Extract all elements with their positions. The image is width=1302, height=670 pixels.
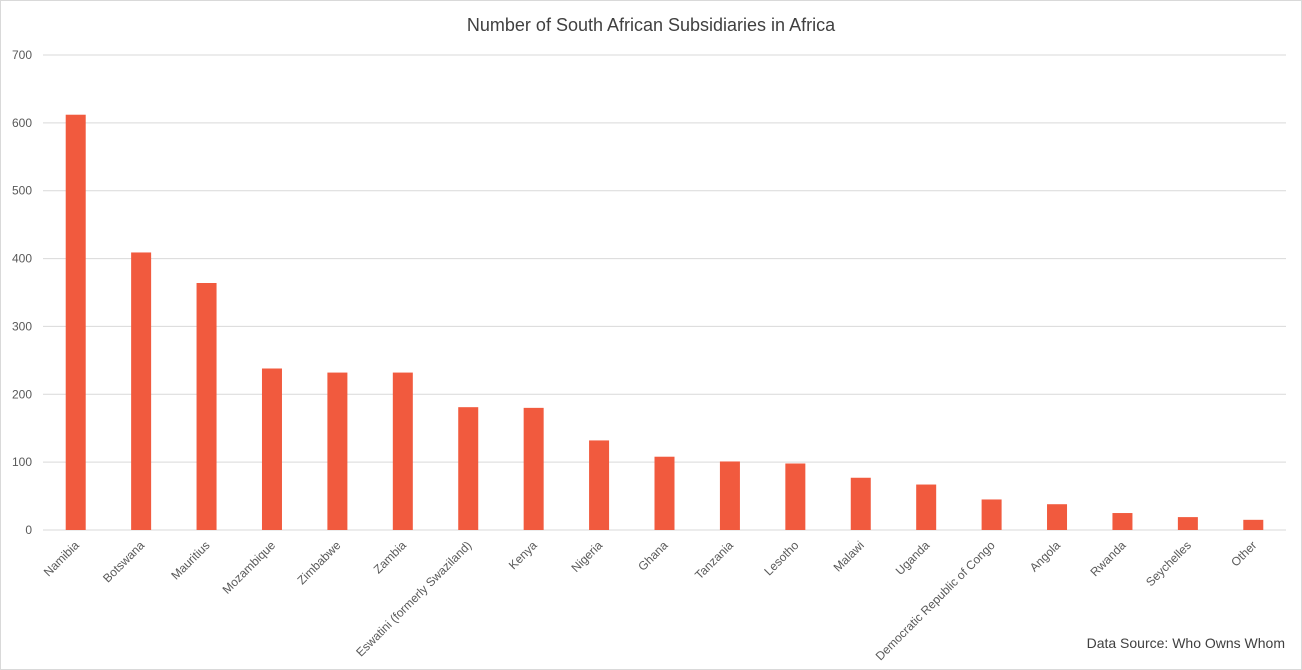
x-category-label: Rwanda [1088, 538, 1129, 579]
bar-namibia [65, 114, 86, 530]
bar-malawi [850, 477, 871, 530]
bar-tanzania [719, 461, 740, 530]
bar-ghana [654, 456, 675, 530]
data-source-note: Data Source: Who Owns Whom [1086, 635, 1285, 651]
x-category-label: Seychelles [1143, 538, 1194, 589]
x-category-label: Other [1228, 538, 1259, 569]
y-tick-label: 700 [12, 48, 32, 62]
bar-mauritius [196, 283, 217, 530]
x-category-label: Kenya [506, 538, 540, 572]
x-category-label: Eswatini (formerly Swaziland) [353, 538, 474, 659]
x-category-label: Tanzania [692, 538, 736, 582]
x-category-label: Lesotho [761, 538, 801, 578]
y-tick-label: 200 [12, 387, 32, 401]
bar-uganda [916, 484, 937, 530]
bar-democratic-republic-of-congo [981, 499, 1002, 530]
x-category-label: Malawi [831, 538, 867, 574]
bar-other [1243, 519, 1264, 530]
x-category-label: Botswana [100, 538, 147, 585]
y-tick-label: 100 [12, 455, 32, 469]
bar-lesotho [785, 463, 806, 530]
y-tick-label: 600 [12, 116, 32, 130]
x-category-label: Mozambique [220, 538, 279, 597]
bar-mozambique [261, 368, 282, 530]
x-category-label: Namibia [41, 538, 82, 579]
x-category-label: Uganda [893, 538, 933, 578]
y-tick-label: 500 [12, 184, 32, 198]
x-category-label: Zambia [371, 538, 409, 576]
bar-rwanda [1112, 513, 1133, 530]
x-category-label: Mauritius [168, 538, 212, 582]
bar-kenya [523, 407, 544, 530]
bar-botswana [131, 252, 152, 530]
bar-zimbabwe [327, 372, 348, 530]
y-tick-label: 300 [12, 319, 32, 333]
x-category-label: Nigeria [568, 538, 605, 575]
x-category-label: Ghana [635, 538, 671, 574]
x-category-label: Angola [1027, 538, 1064, 575]
bar-angola [1047, 504, 1068, 530]
x-category-label: Zimbabwe [294, 538, 343, 587]
x-category-label: Democratic Republic of Congo [873, 538, 998, 663]
chart-title: Number of South African Subsidiaries in … [466, 15, 836, 35]
bar-seychelles [1177, 517, 1198, 530]
y-tick-label: 0 [25, 523, 32, 537]
bar-nigeria [589, 440, 610, 530]
bar-zambia [392, 372, 413, 530]
y-tick-label: 400 [12, 252, 32, 266]
bar-eswatini-formerly-swaziland [458, 407, 479, 530]
